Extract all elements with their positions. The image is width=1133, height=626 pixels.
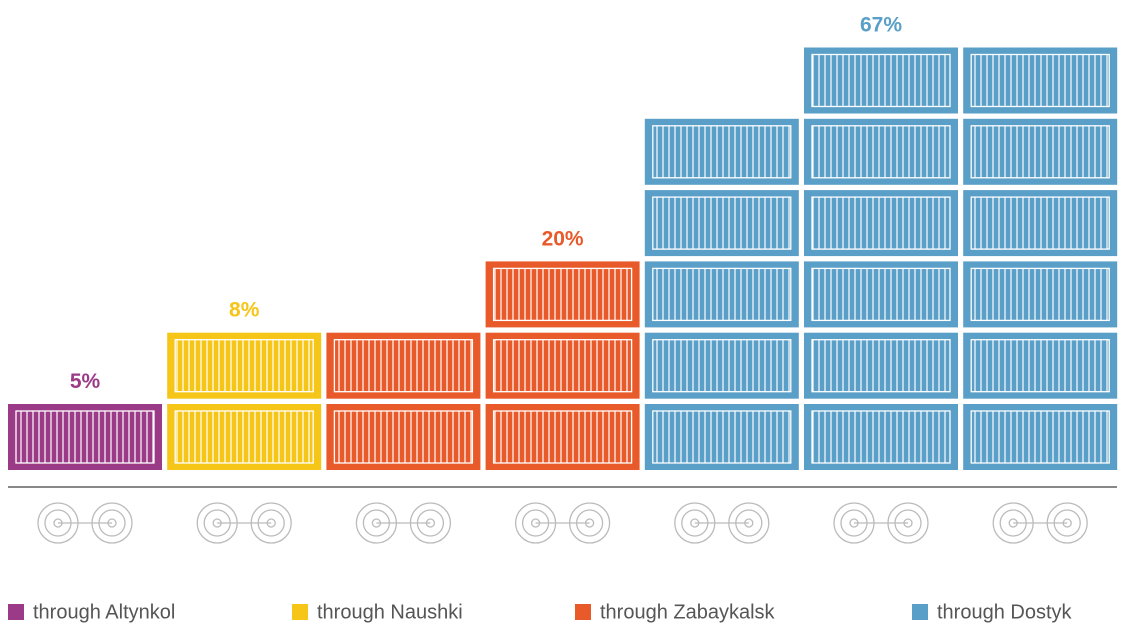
container-ribs	[175, 340, 313, 392]
series-group	[326, 261, 639, 470]
value-label: 20%	[542, 227, 584, 250]
container-ribs	[16, 411, 154, 463]
container-ribs	[653, 197, 791, 249]
container-ribs	[971, 55, 1109, 107]
legend-label: through Zabaykalsk	[600, 601, 776, 623]
series-group	[8, 404, 162, 470]
container-ribs	[653, 126, 791, 178]
series-group	[167, 333, 321, 470]
container-ribs	[812, 411, 950, 463]
container-ribs	[971, 126, 1109, 178]
container-ribs	[971, 411, 1109, 463]
legend-label: through Dostyk	[937, 601, 1073, 623]
container-ribs	[812, 126, 950, 178]
container-ribs	[494, 268, 632, 320]
value-label: 8%	[229, 299, 260, 322]
legend-swatch	[912, 604, 928, 620]
container-ribs	[175, 411, 313, 463]
container-ribs	[653, 268, 791, 320]
legend-swatch	[8, 604, 24, 620]
value-label: 67%	[860, 14, 902, 37]
legend-label: through Altynkol	[33, 601, 175, 623]
legend-label: through Naushki	[317, 601, 463, 623]
container-ribs	[494, 411, 632, 463]
chart: 5% 8% 20% 67% through Altynkol through Naushk…	[0, 0, 1133, 626]
container-ribs	[971, 197, 1109, 249]
container-ribs	[812, 197, 950, 249]
legend-swatch	[292, 604, 308, 620]
container-ribs	[971, 268, 1109, 320]
container-ribs	[653, 411, 791, 463]
container-ribs	[812, 340, 950, 392]
container-ribs	[812, 55, 950, 107]
value-label: 5%	[70, 370, 101, 393]
series-group	[645, 48, 1117, 471]
container-ribs	[334, 411, 472, 463]
container-ribs	[334, 340, 472, 392]
container-ribs	[812, 268, 950, 320]
legend-swatch	[575, 604, 591, 620]
container-ribs	[494, 340, 632, 392]
container-ribs	[971, 340, 1109, 392]
container-ribs	[653, 340, 791, 392]
